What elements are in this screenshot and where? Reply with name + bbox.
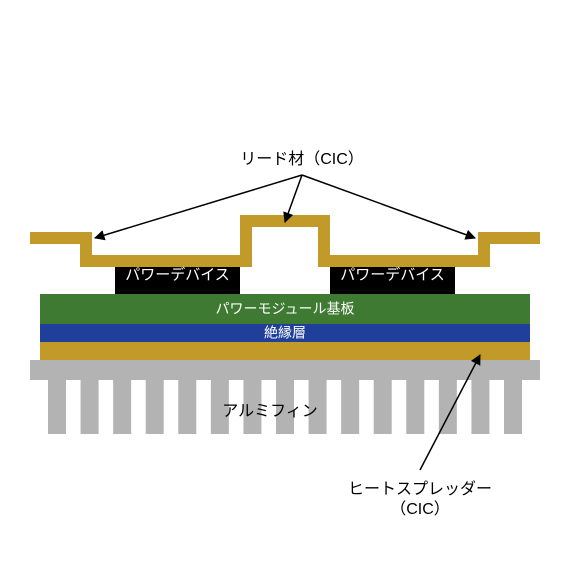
fin-tooth bbox=[178, 380, 196, 434]
fin-tooth bbox=[146, 380, 164, 434]
fin-tooth bbox=[48, 380, 66, 434]
substrate-label: パワーモジュール基板 bbox=[215, 301, 354, 317]
fin-tooth bbox=[81, 380, 99, 434]
fin-tooth bbox=[471, 380, 489, 434]
fin-tooth bbox=[341, 380, 359, 434]
spreader-label-line1: ヒートスプレッダー bbox=[348, 480, 492, 498]
fin-base bbox=[30, 360, 540, 380]
spreader-label-line2: （CIC） bbox=[390, 500, 450, 518]
fin-tooth bbox=[113, 380, 131, 434]
lead-label: リード材（CIC） bbox=[240, 150, 364, 168]
heat-spreader-layer bbox=[40, 342, 530, 360]
fin-tooth bbox=[504, 380, 522, 434]
insulation-label: 絶縁層 bbox=[264, 325, 306, 341]
fin-tooth bbox=[374, 380, 392, 434]
fin-label: アルミフィン bbox=[222, 403, 318, 420]
fin-tooth bbox=[406, 380, 424, 434]
fin-tooth bbox=[439, 380, 457, 434]
power-device-left-label: パワーデバイス bbox=[125, 265, 230, 283]
power-device-right-label: パワーデバイス bbox=[340, 265, 445, 283]
